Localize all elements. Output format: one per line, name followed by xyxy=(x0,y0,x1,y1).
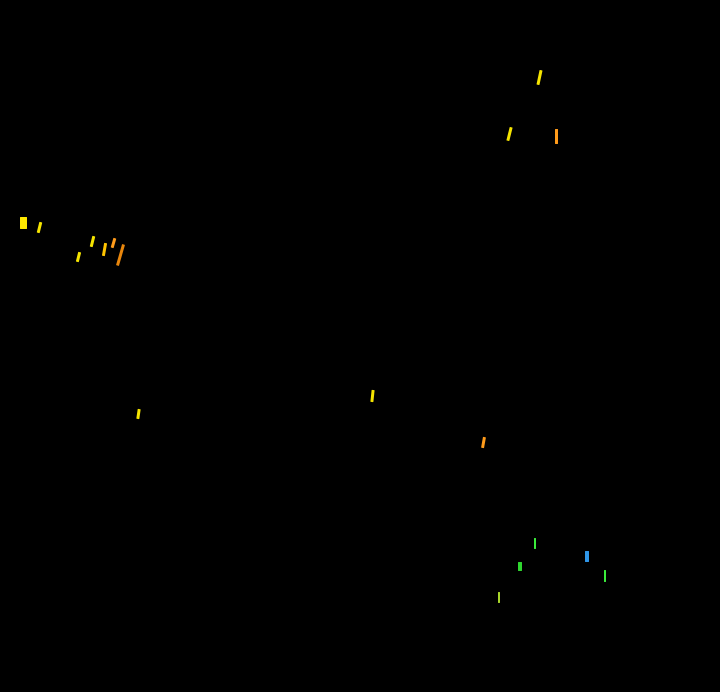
scatter-mark xyxy=(585,551,589,562)
scatter-mark xyxy=(604,570,606,582)
scatter-mark xyxy=(534,538,536,549)
scatter-mark xyxy=(555,129,558,144)
scatter-mark xyxy=(498,592,500,603)
scatter-mark xyxy=(518,562,522,571)
scatter-mark xyxy=(20,217,27,229)
